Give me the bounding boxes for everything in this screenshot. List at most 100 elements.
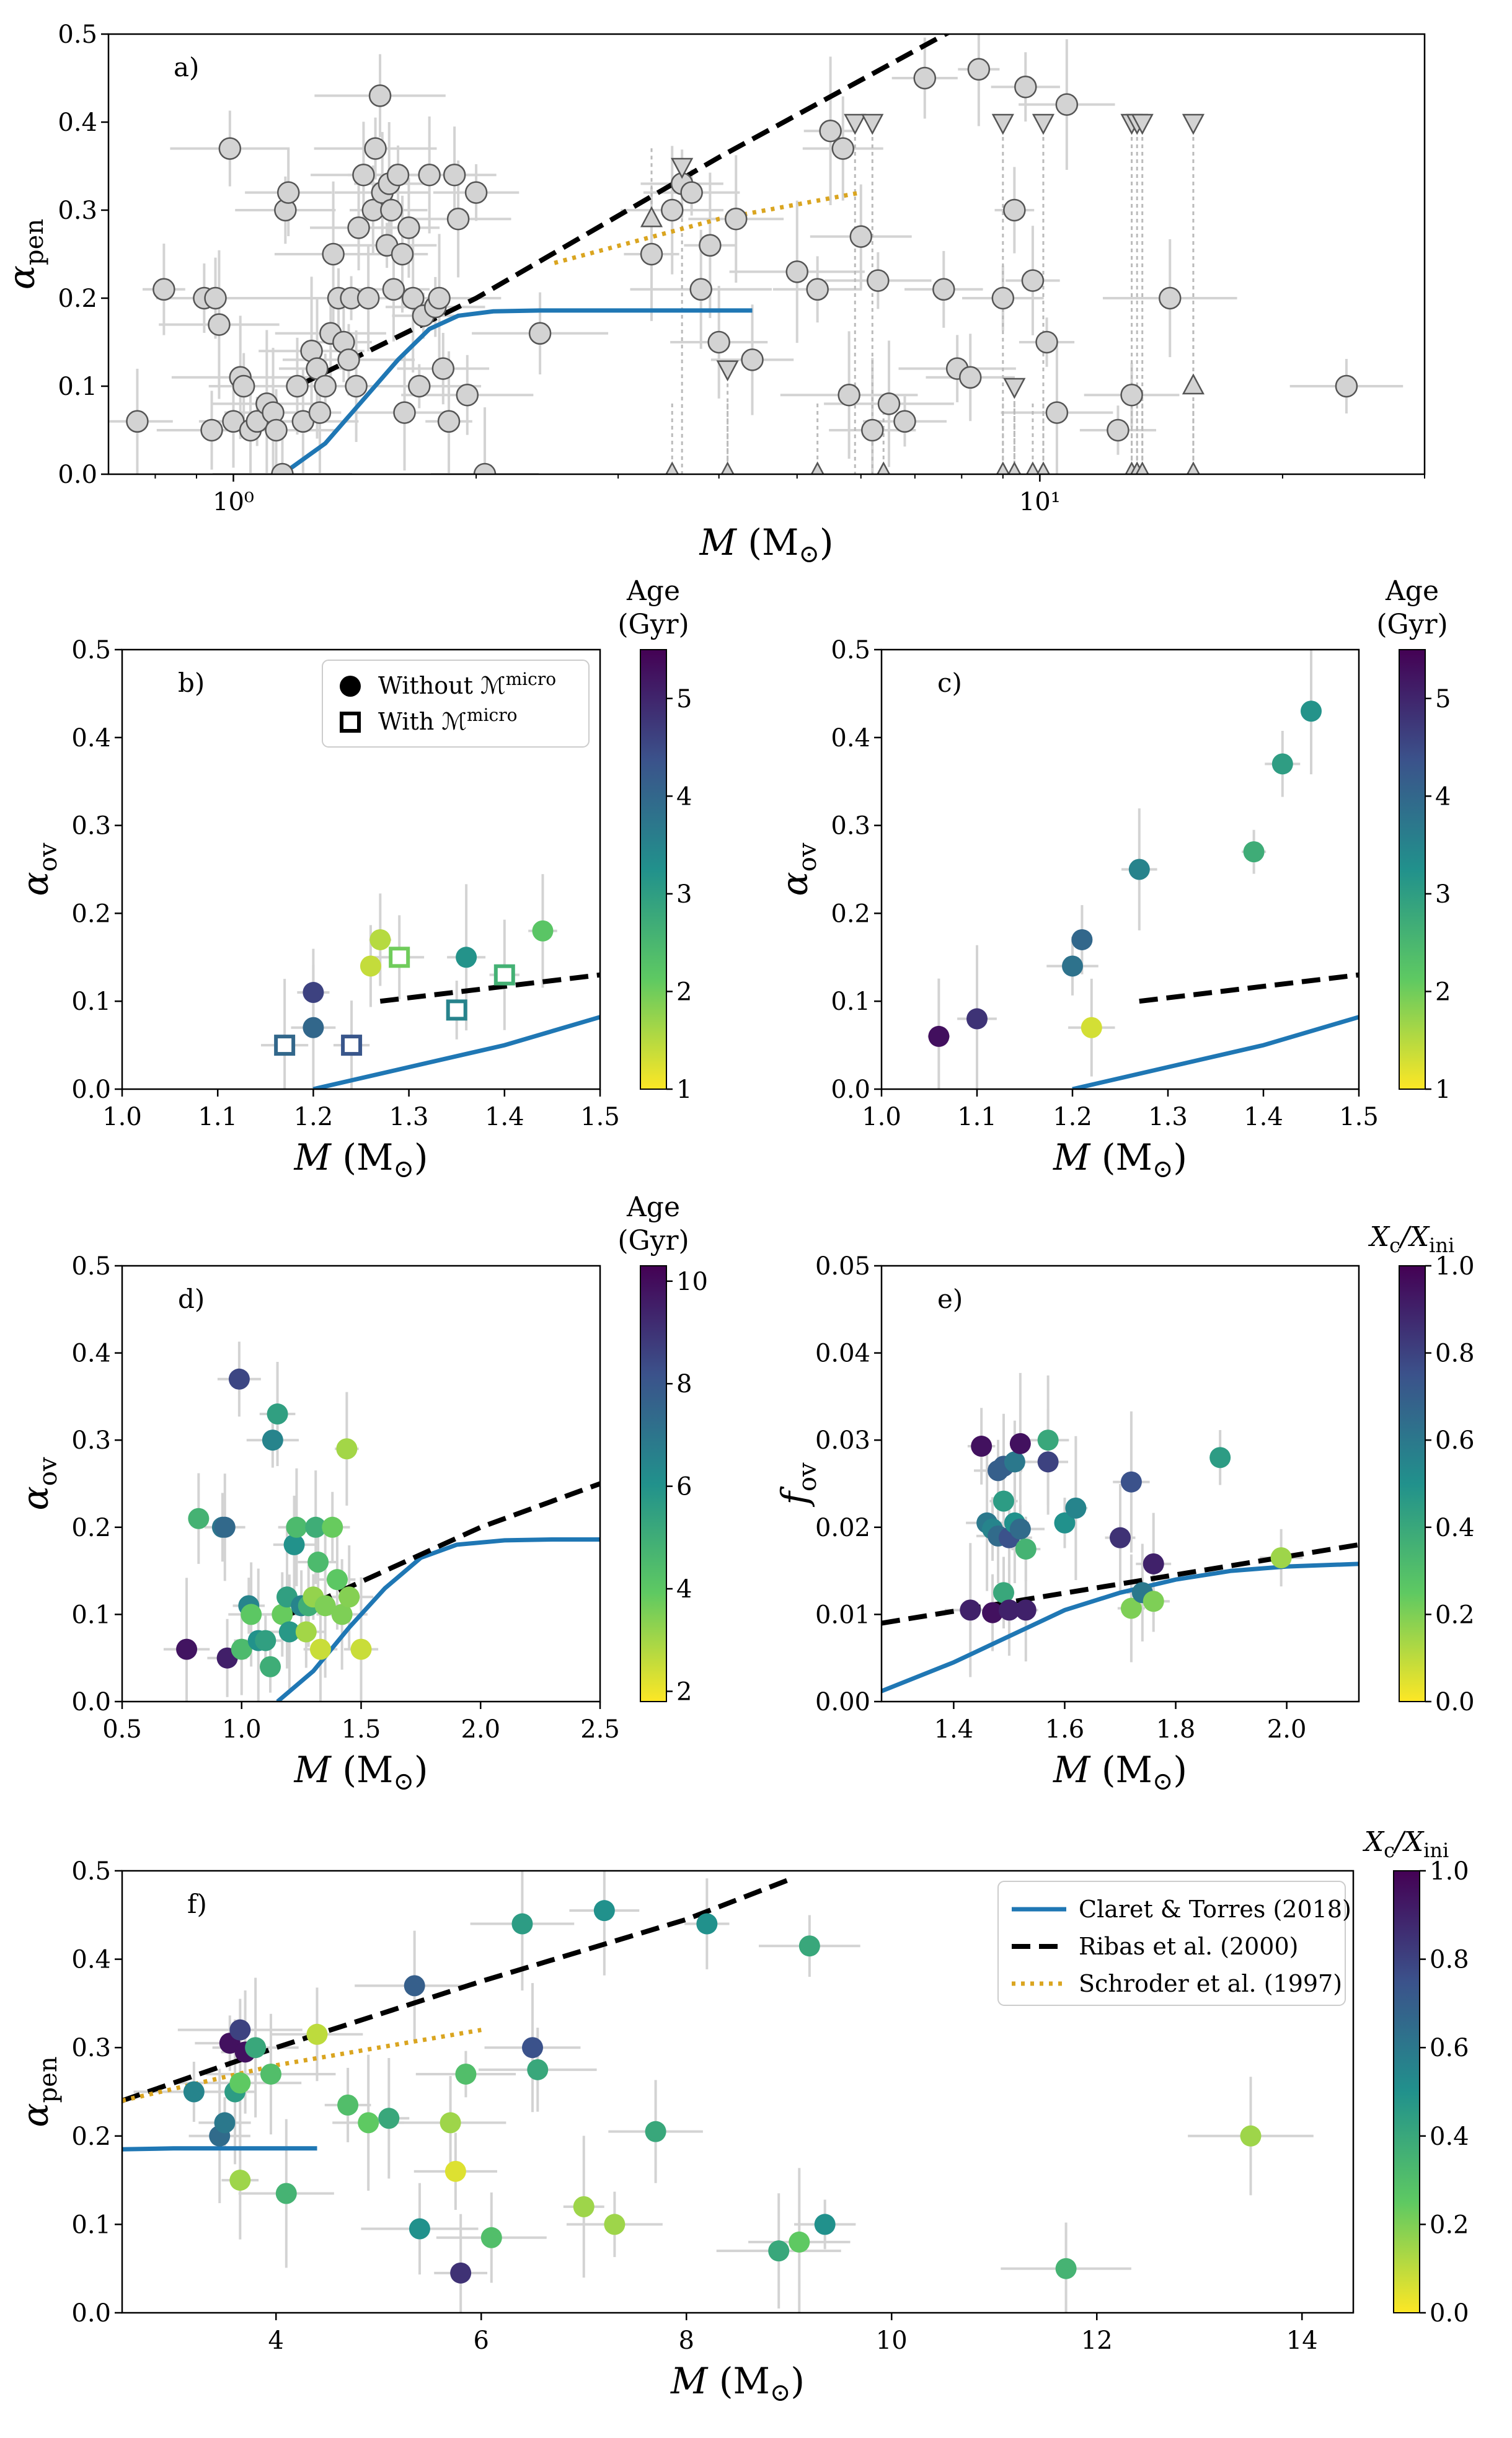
data-point (1143, 1553, 1164, 1575)
data-point (356, 286, 380, 310)
data-point (1271, 753, 1293, 775)
y-tick-label: 0.3 (71, 2034, 111, 2062)
data-point (789, 2231, 810, 2253)
data-point (741, 348, 764, 371)
y-axis-label: αov (14, 1457, 63, 1510)
legend-entry: Ribas et al. (2000) (1079, 1933, 1299, 1960)
x-label-sun: ⊙ (393, 1767, 414, 1796)
x-tick-label: 1.2 (1053, 1103, 1092, 1131)
data-point (696, 1913, 718, 1935)
x-axis-label: M (M⊙) (1053, 1136, 1187, 1183)
y-tick-label: 0.5 (71, 1252, 111, 1281)
schroder-line (122, 2028, 482, 2103)
data-point (308, 401, 332, 424)
data-point (437, 410, 461, 433)
data-point (391, 242, 414, 266)
data-point (455, 2063, 477, 2085)
x-label-unit: (M (331, 1749, 393, 1791)
panel-c-errorbars (927, 650, 1322, 1089)
colorbar-tick-label: 2 (1435, 978, 1451, 1006)
panel-e-data (882, 1429, 1359, 1694)
data-point (932, 278, 955, 301)
panel-d-data (176, 1368, 600, 1702)
data-point (126, 410, 149, 433)
data-point (838, 383, 860, 407)
x-label-close: ) (1173, 1749, 1187, 1791)
x-label-close: ) (820, 521, 834, 563)
data-point (645, 2121, 666, 2142)
y-tick-label: 0.3 (58, 197, 97, 225)
y-tick-label: 0.0 (58, 461, 97, 489)
data-point (480, 2227, 502, 2248)
upper-limit-marker (665, 461, 679, 474)
data-point (271, 462, 294, 474)
colorbar-tick-label: 5 (676, 685, 692, 713)
data-point (369, 929, 391, 950)
y-tick-label: 0.1 (831, 987, 870, 1016)
panel-label: b) (178, 668, 205, 698)
lower-limit-marker (844, 113, 867, 135)
x-label-unit: (M (1090, 1136, 1152, 1178)
x-label-unit: (M (736, 521, 798, 563)
data-point (428, 286, 451, 310)
colorbar-title: Age (1385, 575, 1439, 607)
x-tick-label: 1.4 (934, 1715, 974, 1744)
cbt-slash: /X (1392, 1826, 1425, 1858)
colorbar-tick-label: 1 (1435, 1075, 1451, 1104)
y-tick-label: 0.3 (831, 812, 870, 841)
x-label-symbol: M (699, 521, 738, 563)
data-point (382, 278, 405, 301)
data-point (275, 2183, 297, 2204)
colorbar (1393, 1870, 1420, 2313)
data-point (1009, 1433, 1031, 1454)
y-tick-label: 0.02 (815, 1514, 870, 1542)
data-point (314, 374, 337, 398)
axes-frame (107, 33, 1426, 475)
y-tick-label: 0.5 (58, 20, 97, 49)
colorbar-title: Age (626, 1191, 680, 1223)
x-tick-label: 2.0 (1267, 1715, 1307, 1744)
colorbar-title: Xc/Xini (1368, 1221, 1454, 1257)
y-label-sub: ov (794, 1462, 822, 1491)
upper-limit-marker (1182, 373, 1205, 395)
x-tick-label: 6 (474, 2326, 489, 2355)
data-point (528, 322, 552, 345)
cbt-sub2: ini (1423, 1839, 1449, 1862)
ribas-line (122, 1877, 790, 2103)
y-tick-label: 0.5 (831, 636, 870, 665)
data-point (1120, 383, 1143, 407)
data-point (798, 1935, 820, 1957)
y-tick-label: 0.4 (71, 724, 111, 753)
cbt-sub1: c (1389, 1234, 1400, 1257)
x-tick-label: 10⁰ (213, 488, 254, 516)
x-label-unit: (M (707, 2360, 769, 2402)
panel-c-data (928, 700, 1359, 1089)
x-tick-label: 1.4 (1244, 1103, 1283, 1131)
upper-limit-marker (1186, 461, 1200, 474)
axes-frame (880, 648, 1360, 1090)
y-axis-label: αpen (14, 2056, 63, 2127)
y-tick-label: 0.4 (71, 1340, 111, 1368)
y-tick-label: 0.0 (71, 2299, 111, 2328)
y-axis-label: αov (14, 842, 63, 896)
x-label-unit: (M (1090, 1749, 1152, 1791)
y-tick-label: 0.05 (815, 1252, 870, 1281)
y-label-symbol: α (774, 872, 816, 896)
cbt-sub2: ini (1429, 1234, 1454, 1257)
y-tick-label: 0.1 (71, 2211, 111, 2239)
data-point (322, 242, 345, 266)
colorbar (1399, 649, 1426, 1090)
data-point (214, 1516, 236, 1538)
colorbar-tick-label: 6 (676, 1473, 692, 1501)
data-point (260, 2063, 281, 2085)
colorbar-tick-label: 1.0 (1430, 1857, 1469, 1886)
data-point (640, 242, 663, 266)
data-point (991, 286, 1015, 310)
data-point (998, 1599, 1020, 1621)
data-point (450, 2262, 472, 2284)
data-point (1159, 286, 1182, 310)
data-point (1055, 93, 1079, 116)
data-point (276, 181, 300, 204)
x-tick-label: 1.5 (1339, 1103, 1379, 1131)
data-point-open (274, 1035, 296, 1056)
